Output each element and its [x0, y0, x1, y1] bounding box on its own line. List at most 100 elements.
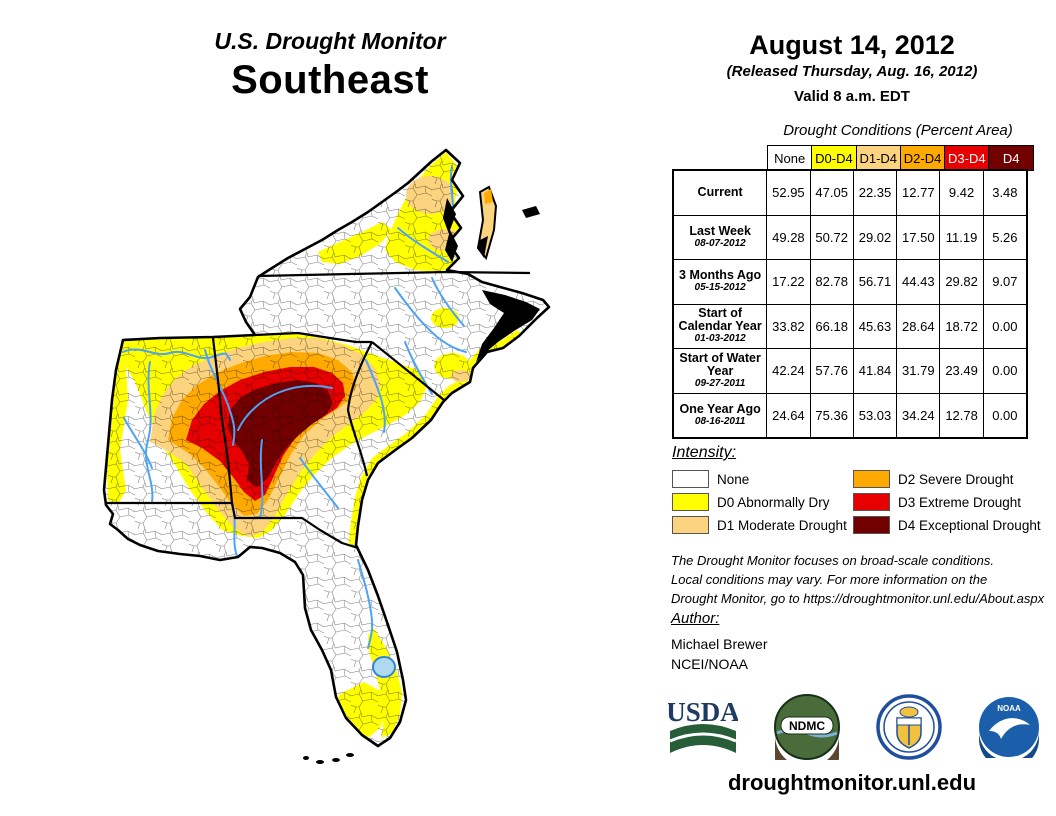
county-borders — [104, 150, 549, 746]
table-cell: 29.02 — [854, 215, 898, 259]
table-row: 3 Months Ago 05-15-2012 17.22 82.78 56.7… — [674, 259, 1026, 304]
table-row: One Year Ago 08-16-2011 24.64 75.36 53.0… — [674, 392, 1026, 437]
table-cell: 24.64 — [767, 393, 811, 437]
author-name: Michael Brewer — [671, 636, 768, 652]
svg-text:NOAA: NOAA — [997, 704, 1021, 713]
table-cell: 0.00 — [992, 363, 1018, 379]
doc-seal — [876, 694, 942, 760]
table-cell: 12.78 — [940, 393, 984, 437]
valid-time: Valid 8 a.m. EDT — [794, 88, 910, 105]
row-label: 3 Months Ago — [679, 268, 762, 283]
table-cell: 18.72 — [940, 304, 984, 348]
swatch-d4 — [853, 516, 890, 534]
ndmc-logo: NDMC — [774, 694, 840, 760]
table-cell: 0.00 — [992, 318, 1018, 334]
disclaimer-text: The Drought Monitor focuses on broad-sca… — [671, 553, 1045, 606]
table-cell: 12.77 — [897, 171, 941, 215]
row-label: Start of Water Year — [679, 350, 761, 378]
table-cell: 52.95 — [767, 171, 811, 215]
table-cell: 49.28 — [767, 215, 811, 259]
drought-areas — [104, 150, 549, 746]
table-cell: 9.42 — [940, 171, 984, 215]
florida-keys — [303, 753, 354, 764]
region-title: Southeast — [231, 58, 429, 102]
row-label: One Year Ago — [679, 401, 761, 416]
column-header-none: None — [767, 145, 813, 171]
column-header-d2-d4: D2-D4 — [899, 145, 946, 171]
column-header-d4: D4 — [988, 145, 1034, 171]
legend-item-d4: D4 Exceptional Drought — [853, 516, 1041, 534]
table-cell: 34.24 — [897, 393, 941, 437]
table-cell: 53.03 — [854, 393, 898, 437]
table-cell: 29.82 — [940, 260, 984, 304]
swatch-d1 — [672, 516, 709, 534]
svg-text:NDMC: NDMC — [789, 719, 825, 733]
table-cell: 50.72 — [811, 215, 854, 259]
table-cell: 57.76 — [811, 349, 854, 393]
row-label: Current — [697, 185, 743, 200]
table-row: Start of Calendar Year 01-03-2012 33.82 … — [674, 303, 1026, 348]
column-header-d1-d4: D1-D4 — [855, 145, 901, 171]
table-cell: 3.48 — [992, 185, 1018, 201]
row-date: 08-16-2011 — [694, 415, 746, 427]
table-row: Current 52.95 47.05 22.35 12.77 9.42 3.4… — [674, 171, 1026, 215]
report-date: August 14, 2012 — [749, 30, 955, 60]
table-cell: 23.49 — [940, 349, 984, 393]
legend-item-none: None — [672, 470, 749, 488]
table-cell: 28.64 — [897, 304, 941, 348]
table-cell: 17.22 — [767, 260, 811, 304]
page-title: U.S. Drought Monitor — [214, 28, 446, 54]
table-row: Last Week 08-07-2012 49.28 50.72 29.02 1… — [674, 214, 1026, 259]
state-borders — [105, 270, 531, 550]
logo-row: USDA NDMC NOAA — [668, 690, 1040, 764]
legend-item-d2: D2 Severe Drought — [853, 470, 1014, 488]
table-cell: 31.79 — [897, 349, 941, 393]
swatch-d3 — [853, 493, 890, 511]
legend-item-d0: D0 Abnormally Dry — [672, 493, 830, 511]
legend-item-d3: D3 Extreme Drought — [853, 493, 1021, 511]
table-cell: 17.50 — [897, 215, 941, 259]
row-date: 05-15-2012 — [694, 282, 746, 294]
swatch-d0 — [672, 493, 709, 511]
table-cell: 42.24 — [767, 349, 811, 393]
legend-item-d1: D1 Moderate Drought — [672, 516, 847, 534]
row-date: 01-03-2012 — [694, 333, 746, 345]
table-cell: 33.82 — [767, 304, 811, 348]
usda-logo: USDA — [668, 697, 738, 753]
row-date: 08-07-2012 — [694, 237, 746, 249]
swatch-none — [672, 470, 709, 488]
table-cell: 75.36 — [811, 393, 854, 437]
table-cell: 9.07 — [992, 274, 1018, 290]
coastline — [102, 148, 551, 748]
table-row: Start of Water Year 09-27-2011 42.24 57.… — [674, 348, 1026, 393]
swatch-d2 — [853, 470, 890, 488]
column-header-d3-d4: D3-D4 — [944, 145, 990, 171]
table-cell: 41.84 — [854, 349, 898, 393]
table-cell: 44.43 — [897, 260, 941, 304]
table-cell: 82.78 — [811, 260, 854, 304]
lake-okeechobee — [372, 656, 396, 678]
table-title: Drought Conditions (Percent Area) — [783, 122, 1013, 139]
website-url: droughtmonitor.unl.edu — [727, 770, 977, 795]
table-cell: 22.35 — [854, 171, 898, 215]
row-date: 09-27-2011 — [694, 377, 746, 389]
table-cell: 0.00 — [992, 407, 1018, 423]
table-cell: 5.26 — [992, 229, 1018, 245]
table-cell: 11.19 — [940, 215, 984, 259]
drought-conditions-table: Current 52.95 47.05 22.35 12.77 9.42 3.4… — [672, 169, 1028, 439]
author-org: NCEI/NOAA — [671, 656, 749, 672]
row-label: Start of Calendar Year — [678, 306, 762, 334]
table-cell: 66.18 — [811, 304, 854, 348]
pamlico-sound — [476, 290, 540, 362]
release-date: (Released Thursday, Aug. 16, 2012) — [726, 63, 978, 80]
author-heading: Author: — [671, 610, 720, 627]
table-header-row: None D0-D4 D1-D4 D2-D4 D3-D4 D4 — [767, 145, 1034, 171]
column-header-d0-d4: D0-D4 — [811, 145, 857, 171]
legend-title: Intensity: — [672, 444, 737, 461]
chesapeake-bay — [443, 198, 458, 262]
row-label: Last Week — [689, 223, 751, 238]
svg-text:USDA: USDA — [668, 697, 738, 727]
table-cell: 47.05 — [811, 171, 854, 215]
